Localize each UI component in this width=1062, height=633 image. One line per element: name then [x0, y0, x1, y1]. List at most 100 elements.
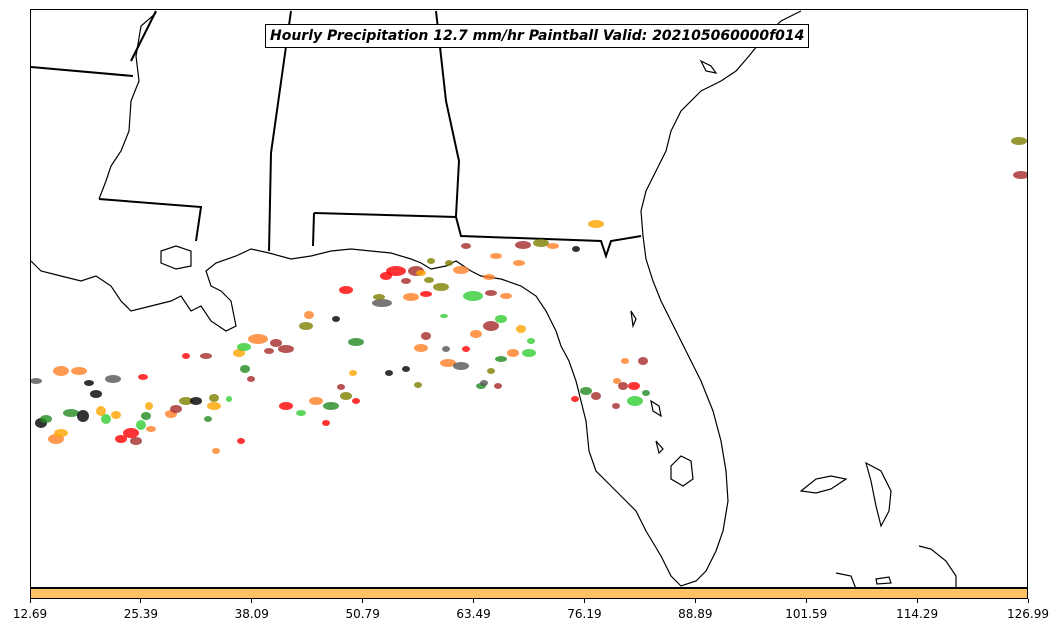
- lake-okeechobee: [670, 455, 694, 487]
- colorbar-tick-label: 88.89: [678, 607, 713, 621]
- precipitation-blob: [462, 346, 470, 352]
- precipitation-blob: [279, 402, 293, 410]
- precipitation-blob: [170, 405, 182, 413]
- precipitation-blob: [299, 322, 313, 330]
- precipitation-blob: [248, 334, 268, 344]
- colorbar-tick-mark: [473, 599, 475, 603]
- precipitation-blob: [240, 365, 250, 373]
- precipitation-blob: [513, 260, 525, 266]
- precipitation-blob: [204, 416, 212, 422]
- precipitation-blob: [323, 402, 339, 410]
- precipitation-blob: [470, 330, 482, 338]
- precipitation-blob: [270, 339, 282, 347]
- precipitation-blob: [207, 402, 221, 410]
- gulf-coast-la-ms: [31, 10, 802, 587]
- precipitation-blob: [237, 438, 245, 444]
- precipitation-blob: [200, 353, 212, 359]
- precipitation-blob: [453, 266, 469, 274]
- precipitation-blob: [226, 396, 232, 402]
- precipitation-blob: [31, 378, 42, 384]
- precipitation-blob: [138, 374, 148, 380]
- bahamas-1: [799, 475, 848, 494]
- colorbar-tick-mark: [583, 599, 585, 603]
- precipitation-blob: [264, 348, 274, 354]
- precipitation-blob: [40, 415, 52, 423]
- precipitation-blob: [494, 383, 502, 389]
- precipitation-blob: [414, 382, 422, 388]
- coastline: [31, 10, 957, 587]
- precipitation-blob: [427, 258, 435, 264]
- precipitation-blob: [414, 344, 428, 352]
- precipitation-blob: [105, 375, 121, 383]
- colorbar-tick-label: 25.39: [123, 607, 159, 621]
- precipitation-blob: [516, 325, 526, 333]
- precipitation-blob: [372, 299, 392, 307]
- precipitation-blob: [453, 362, 469, 370]
- precipitation-blob: [461, 243, 471, 249]
- precipitation-blob: [373, 294, 385, 300]
- border-ms-south: [98, 198, 203, 242]
- colorbar-tick-mark: [1027, 599, 1029, 603]
- precipitation-blob: [495, 315, 507, 323]
- precipitation-blob: [401, 278, 411, 284]
- map-title: Hourly Precipitation 12.7 mm/hr Paintbal…: [265, 24, 810, 48]
- precipitation-blob: [115, 435, 127, 443]
- key-3: [655, 440, 664, 455]
- precipitation-blob: [613, 378, 621, 384]
- precipitation-blob: [507, 349, 519, 357]
- precipitation-blob: [403, 293, 419, 301]
- cuba: [835, 572, 856, 587]
- precipitation-blob: [101, 414, 111, 424]
- precipitation-blob: [420, 291, 432, 297]
- precipitation-blob: [515, 241, 531, 249]
- precipitation-blob: [63, 409, 79, 417]
- colorbar-tick-mark: [694, 599, 696, 603]
- bahamas-4: [875, 576, 892, 585]
- precipitation-blob: [487, 368, 495, 374]
- precipitation-blob: [527, 338, 535, 344]
- colorbar-tick-label: 38.09: [234, 607, 269, 621]
- precipitation-blob: [642, 390, 650, 396]
- precipitation-blob: [638, 357, 648, 365]
- precipitation-blob: [380, 272, 392, 280]
- precipitation-blob: [495, 356, 507, 362]
- precipitation-blob: [571, 396, 579, 402]
- border-ms-al-coast: [312, 212, 315, 247]
- colorbar-tick-mark: [916, 599, 918, 603]
- precipitation-blob: [304, 311, 314, 319]
- precipitation-blob: [1011, 137, 1027, 145]
- precipitation-blob: [145, 402, 153, 410]
- mississippi-river: [98, 12, 157, 200]
- border-al-ga: [435, 10, 461, 217]
- precipitation-blob: [212, 448, 220, 454]
- bahamas-3: [918, 545, 957, 587]
- colorbar-tick-label: 101.59: [785, 607, 828, 621]
- precipitation-blob: [146, 426, 156, 432]
- precipitation-blob: [77, 410, 89, 422]
- precipitation-blob: [337, 384, 345, 390]
- bahamas-2: [865, 461, 892, 528]
- precipitation-blob: [490, 253, 502, 259]
- precipitation-blob: [339, 286, 353, 294]
- precipitation-blob: [386, 266, 406, 276]
- precipitation-blob: [340, 392, 352, 400]
- precipitation-blob: [416, 270, 426, 276]
- precipitation-blob: [84, 380, 94, 386]
- precipitation-blob: [485, 290, 497, 296]
- precipitation-blob: [111, 411, 121, 419]
- precipitation-blob: [322, 420, 330, 426]
- colorbar-tick-label: 12.69: [12, 607, 48, 621]
- precipitation-blob: [424, 277, 434, 283]
- map-canvas: [31, 10, 1027, 587]
- precipitation-blob: [445, 260, 453, 266]
- precipitation-blob: [96, 406, 106, 416]
- colorbar-tick-label: 76.19: [567, 607, 602, 621]
- colorbar-tick-mark: [140, 599, 142, 603]
- colorbar-tick-mark: [805, 599, 807, 603]
- precipitation-blob: [54, 429, 68, 437]
- precipitation-blob: [123, 428, 139, 438]
- colorbar-ticks: 12.69 25.39 38.09 50.79 63.49 76.19 88.89 101.5…: [0, 599, 1062, 633]
- precipitation-blob: [442, 346, 450, 352]
- key-2: [630, 310, 637, 329]
- border-al-west: [268, 10, 292, 252]
